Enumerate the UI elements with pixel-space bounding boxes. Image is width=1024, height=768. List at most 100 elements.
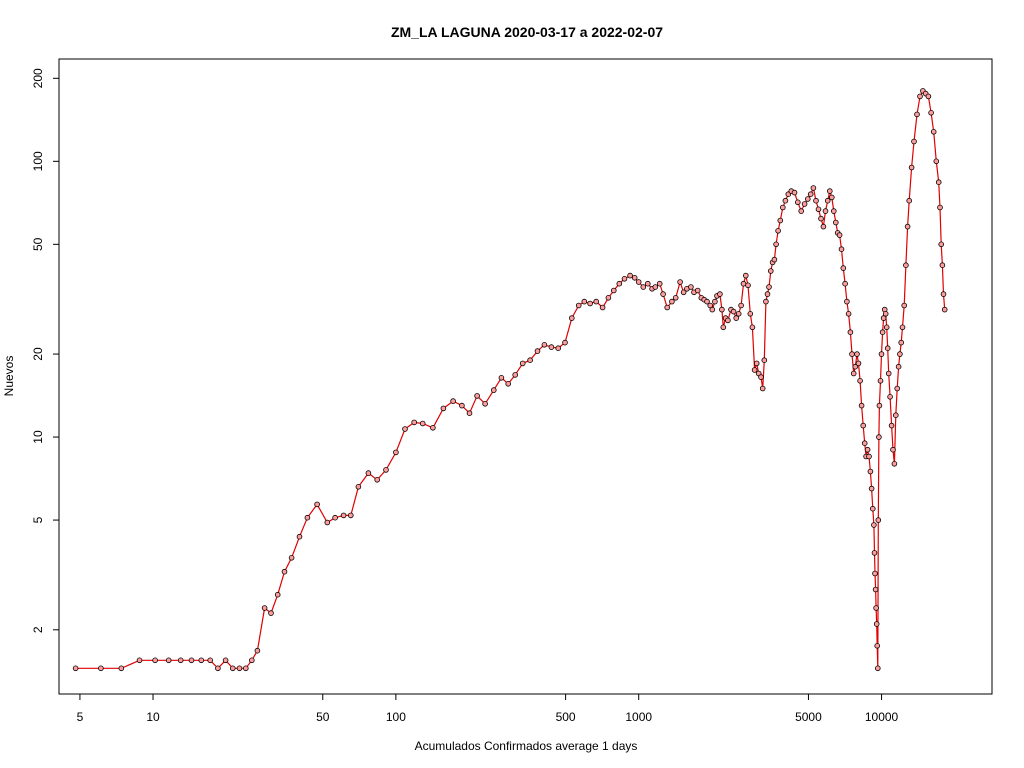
data-point: [899, 324, 906, 331]
data-point: [347, 512, 354, 519]
data-point: [450, 398, 456, 404]
data-point: [773, 241, 779, 248]
series-line: [75, 89, 946, 670]
data-point: [858, 402, 865, 409]
data-point: [801, 201, 808, 207]
data-point: [374, 476, 381, 483]
data-point: [249, 657, 255, 664]
data-point: [766, 284, 772, 290]
data-point: [631, 274, 638, 281]
data-point: [365, 470, 372, 476]
data-point: [635, 279, 642, 285]
data-point: [548, 344, 555, 350]
data-point: [901, 302, 907, 309]
data-point: [466, 410, 473, 417]
data-point: [332, 514, 338, 521]
data-point: [268, 610, 274, 616]
data-point: [621, 275, 628, 282]
x-axis-label: Acumulados Confirmados average 1 days: [415, 739, 638, 753]
data-point: [719, 306, 725, 313]
data-point: [304, 514, 311, 521]
data-point: [688, 284, 694, 290]
data-point: [527, 357, 533, 364]
data-point: [411, 419, 418, 426]
data-point: [749, 324, 756, 331]
data-point: [581, 298, 588, 305]
y-axis: 2 5 10 20 50 100 200: [31, 68, 59, 633]
data-point: [911, 138, 917, 145]
data-point: [908, 164, 915, 171]
data-point: [798, 208, 804, 214]
data-point: [935, 179, 942, 186]
data-point: [207, 657, 214, 664]
data-point: [875, 517, 882, 523]
data-point: [813, 197, 819, 204]
data-point: [745, 282, 751, 289]
data-point: [838, 246, 845, 253]
data-point: [822, 208, 829, 214]
data-point: [587, 300, 593, 307]
data-point: [874, 642, 880, 649]
data-point: [459, 402, 465, 409]
data-point: [738, 302, 744, 309]
y-tick-label: 10: [31, 430, 45, 444]
data-point: [871, 522, 877, 528]
data-point: [165, 657, 172, 664]
data-point: [694, 287, 701, 294]
data-point: [820, 223, 827, 230]
data-point: [892, 412, 899, 419]
data-point: [864, 446, 871, 453]
x-tick-label: 10000: [865, 710, 899, 724]
chart-title: ZM_LA LAGUNA 2020-03-17 a 2022-02-07: [391, 24, 663, 40]
data-point: [894, 385, 900, 392]
data-point: [928, 110, 934, 116]
data-point: [830, 208, 837, 214]
data-point: [883, 324, 890, 331]
data-point: [644, 280, 651, 287]
data-point: [288, 554, 295, 561]
y-tick-label: 2: [31, 626, 45, 633]
data-point: [742, 272, 749, 279]
data-point: [888, 422, 895, 429]
data-point: [895, 363, 902, 370]
data-point: [610, 287, 617, 294]
data-point: [937, 204, 943, 211]
data-point: [873, 621, 880, 627]
data-point: [672, 294, 679, 301]
data-point: [761, 357, 768, 364]
data-point: [940, 291, 947, 297]
data-point: [933, 158, 940, 165]
data-point: [925, 93, 932, 100]
data-point: [871, 550, 878, 556]
data-point: [562, 339, 568, 346]
data-point: [832, 219, 839, 226]
data-point: [730, 308, 737, 315]
data-point: [717, 291, 723, 297]
data-point: [914, 111, 920, 118]
data-point: [764, 291, 771, 297]
data-point: [842, 280, 848, 287]
data-point: [541, 341, 548, 348]
x-tick-label: 10: [146, 710, 160, 724]
x-tick-label: 1000: [625, 710, 652, 724]
data-point: [664, 304, 670, 311]
data-point: [482, 400, 488, 407]
y-tick-label: 200: [31, 68, 45, 88]
data-point: [884, 345, 891, 352]
data-point: [72, 665, 79, 672]
data-point: [393, 449, 399, 456]
data-point: [568, 315, 575, 321]
data-point: [872, 570, 878, 577]
data-point: [314, 501, 320, 508]
plot-frame: [58, 58, 993, 695]
data-point: [753, 360, 760, 367]
data-point: [677, 279, 683, 285]
data-point: [857, 377, 863, 384]
data-point: [840, 265, 847, 271]
data-point: [215, 665, 221, 672]
data-point: [818, 215, 824, 222]
data-point: [383, 467, 389, 473]
data-point: [640, 284, 647, 290]
data-point: [824, 197, 831, 204]
data-point: [879, 329, 886, 336]
